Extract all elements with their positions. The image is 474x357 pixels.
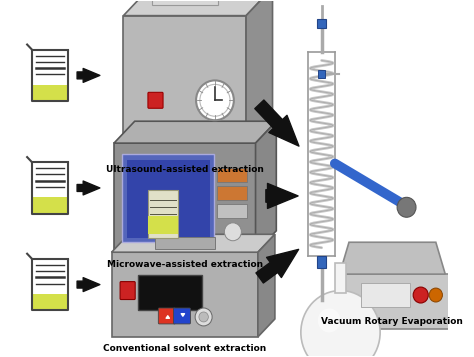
FancyBboxPatch shape xyxy=(335,263,346,292)
Circle shape xyxy=(301,291,380,357)
FancyBboxPatch shape xyxy=(317,19,326,27)
FancyBboxPatch shape xyxy=(127,160,210,238)
FancyBboxPatch shape xyxy=(32,85,68,101)
FancyBboxPatch shape xyxy=(217,204,247,218)
Circle shape xyxy=(199,312,209,322)
FancyBboxPatch shape xyxy=(361,283,410,307)
Circle shape xyxy=(200,84,230,116)
FancyBboxPatch shape xyxy=(317,256,326,268)
FancyBboxPatch shape xyxy=(148,190,178,238)
FancyBboxPatch shape xyxy=(32,197,68,214)
FancyBboxPatch shape xyxy=(173,308,191,324)
Text: Ultrasound-assisted extraction: Ultrasound-assisted extraction xyxy=(106,165,264,174)
FancyBboxPatch shape xyxy=(336,274,449,329)
FancyBboxPatch shape xyxy=(155,237,215,249)
FancyBboxPatch shape xyxy=(111,252,258,337)
Text: Vacuum Rotary Evaporation: Vacuum Rotary Evaporation xyxy=(321,317,464,326)
FancyBboxPatch shape xyxy=(217,186,247,200)
Polygon shape xyxy=(258,234,275,337)
Text: Conventional solvent extraction: Conventional solvent extraction xyxy=(103,345,266,353)
Polygon shape xyxy=(123,0,273,16)
Polygon shape xyxy=(246,0,273,155)
Polygon shape xyxy=(339,242,445,274)
Circle shape xyxy=(429,288,442,302)
FancyBboxPatch shape xyxy=(148,92,163,108)
Circle shape xyxy=(196,80,234,120)
FancyBboxPatch shape xyxy=(217,168,247,182)
Polygon shape xyxy=(111,234,275,252)
FancyBboxPatch shape xyxy=(121,154,214,242)
FancyBboxPatch shape xyxy=(152,0,218,5)
Circle shape xyxy=(195,308,212,326)
Circle shape xyxy=(413,287,428,303)
Circle shape xyxy=(397,197,416,217)
FancyBboxPatch shape xyxy=(32,294,68,311)
FancyBboxPatch shape xyxy=(148,216,178,235)
FancyBboxPatch shape xyxy=(158,308,175,324)
FancyBboxPatch shape xyxy=(318,70,325,79)
FancyBboxPatch shape xyxy=(123,16,246,155)
FancyBboxPatch shape xyxy=(114,143,255,253)
FancyBboxPatch shape xyxy=(120,282,135,300)
Text: Microwave-assisted extraction: Microwave-assisted extraction xyxy=(107,260,263,269)
FancyBboxPatch shape xyxy=(138,275,202,311)
Polygon shape xyxy=(255,121,276,253)
Polygon shape xyxy=(114,121,276,143)
Circle shape xyxy=(224,223,241,241)
Circle shape xyxy=(318,308,340,332)
